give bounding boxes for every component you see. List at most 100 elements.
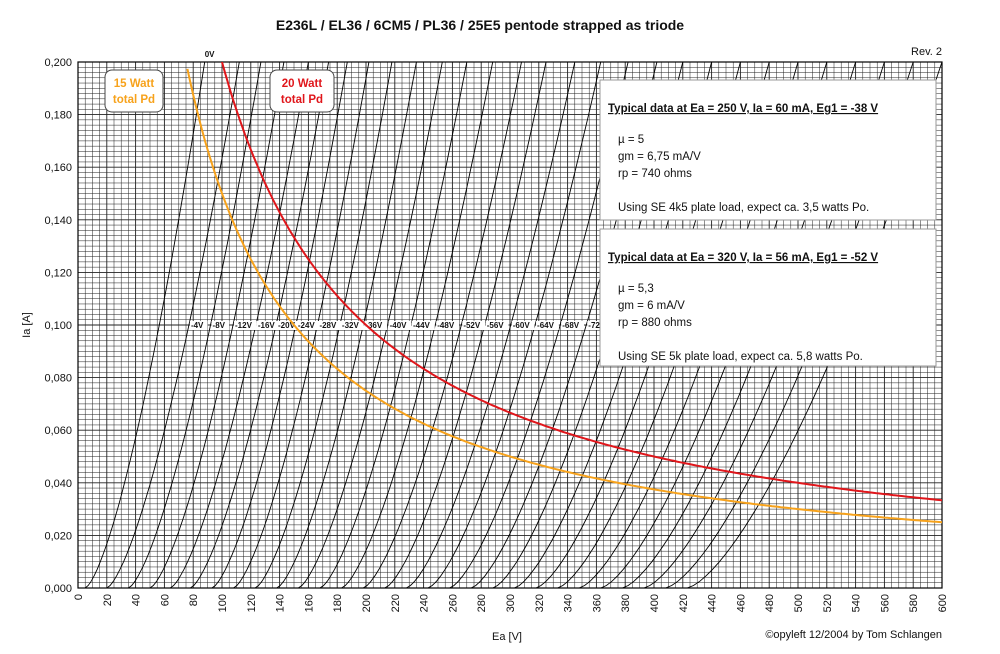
curve-label-bg: [436, 321, 460, 331]
x-tick-label: 240: [419, 594, 431, 612]
dissipation-curve: [221, 62, 942, 502]
curve-label: -36V: [365, 321, 383, 330]
curve-label-bg: [462, 321, 486, 331]
y-tick-label: 0,120: [44, 267, 72, 279]
x-tick-label: 580: [908, 594, 920, 612]
curve-label-bg: [296, 321, 320, 331]
curve-label-bg: [211, 321, 230, 331]
dissipation-label-box: [269, 69, 335, 113]
x-tick-label: 600: [937, 594, 949, 612]
curve-label: -52V: [463, 321, 481, 330]
curve-label-bg: [318, 321, 342, 331]
y-tick-label: 0,100: [44, 320, 72, 332]
typical-data-boxes: Typical data at Ea = 250 V, Ia = 60 mA, …: [599, 79, 937, 367]
x-tick-label: 180: [332, 594, 344, 612]
typical-data-box: [599, 79, 937, 221]
y-tick-label: 0,140: [44, 215, 72, 227]
x-tick-label: 540: [851, 594, 863, 612]
x-tick-label: 60: [159, 594, 171, 606]
y-tick-label: 0,160: [44, 162, 72, 174]
curve-label-bg: [277, 321, 300, 331]
x-tick-label: 460: [735, 594, 747, 612]
typical-data-note: Using SE 4k5 plate load, expect ca. 3,5 …: [618, 202, 869, 214]
typical-data-line: µ = 5,3: [618, 283, 654, 295]
x-tick-label: 200: [361, 594, 373, 612]
dissipation-label-pd: total Pd: [281, 94, 323, 106]
x-tick-label: 40: [131, 594, 143, 606]
dissipation-curves: [186, 62, 942, 524]
typical-data-heading: Typical data at Ea = 320 V, Ia = 56 mA, …: [608, 252, 878, 264]
curve-label: -24V: [298, 321, 316, 330]
curve-label-bg: [587, 321, 611, 331]
grid-voltage-curve: [149, 62, 285, 588]
grid-voltage-curve: [233, 62, 370, 588]
curve-label: -56V: [487, 321, 505, 330]
y-tick-label: 0,080: [44, 373, 72, 385]
curve-label: -16V: [258, 321, 276, 330]
curve-label-bg: [561, 321, 585, 331]
curve-label-bg: [388, 321, 412, 331]
curve-label: -4V: [191, 321, 204, 330]
grid-voltage-curve: [106, 62, 240, 588]
x-tick-label: 420: [678, 594, 690, 612]
grid-voltage-curve: [190, 62, 330, 588]
x-tick-label: 440: [707, 594, 719, 612]
y-tick-label: 0,040: [44, 478, 72, 490]
x-tick-label: 80: [188, 594, 200, 606]
grid-voltage-curve: [298, 62, 443, 588]
chart-title: E236L / EL36 / 6CM5 / PL36 / 25E5 pentod…: [276, 17, 684, 33]
x-tick-label: 160: [303, 594, 315, 612]
typical-data-line: µ = 5: [618, 134, 644, 146]
y-tick-label: 0,060: [44, 425, 72, 437]
curve-label-bg: [536, 321, 559, 331]
typical-data-note: Using SE 5k plate load, expect ca. 5,8 w…: [618, 351, 863, 363]
grid-voltage-curve: [254, 62, 393, 588]
dissipation-label-box: [104, 69, 164, 113]
x-tick-label: 340: [563, 594, 575, 612]
x-tick-label: 260: [447, 594, 459, 612]
typical-data-line: gm = 6 mA/V: [618, 300, 685, 312]
grid-voltage-curve: [319, 62, 468, 588]
x-tick-label: 20: [102, 594, 114, 606]
curve-label: -8V: [213, 321, 226, 330]
curve-label: -32V: [342, 321, 360, 330]
x-tick-label: 140: [275, 594, 287, 612]
curve-label: -60V: [513, 321, 531, 330]
x-tick-label: 120: [246, 594, 258, 612]
curve-label: -40V: [390, 321, 408, 330]
curve-label-bg: [364, 321, 388, 331]
x-tick-label: 300: [505, 594, 517, 612]
curve-label-bg: [203, 50, 217, 59]
dissipation-labels: 15 Watt total Pd 20 Watt total Pd: [104, 69, 335, 113]
grid-voltage-curve: [128, 62, 262, 588]
curve-label: -20V: [278, 321, 296, 330]
curve-label: -44V: [413, 321, 431, 330]
dissipation-label-watts: 15 Watt: [114, 78, 155, 90]
curve-label-bg: [256, 321, 280, 331]
grid-voltage-curve: [276, 62, 417, 588]
y-axis-label: Ia [A]: [21, 312, 33, 338]
typical-data-heading: Typical data at Ea = 250 V, Ia = 60 mA, …: [608, 103, 878, 115]
x-tick-label: 480: [764, 594, 776, 612]
x-tick-label: 320: [534, 594, 546, 612]
typical-data-line: rp = 740 ohms: [618, 168, 692, 180]
x-tick-label: 560: [879, 594, 891, 612]
revision-label: Rev. 2: [911, 46, 942, 58]
y-tick-label: 0,180: [44, 110, 72, 122]
x-tick-label: 520: [822, 594, 834, 612]
dissipation-curve: [186, 68, 942, 524]
grid-voltage-curve: [169, 62, 309, 588]
x-tick-label: 500: [793, 594, 805, 612]
curve-label: -68V: [562, 321, 580, 330]
typical-data-line: gm = 6,75 mA/V: [618, 151, 701, 163]
grid-voltage-curve: [211, 62, 348, 588]
dissipation-label-watts: 20 Watt: [282, 78, 323, 90]
curve-label-bg: [340, 321, 364, 331]
y-tick-label: 0,200: [44, 57, 72, 69]
x-tick-label: 380: [620, 594, 632, 612]
x-tick-label: 220: [390, 594, 402, 612]
grid-voltage-curve: [449, 62, 629, 588]
curve-label: -12V: [235, 321, 253, 330]
x-tick-label: 360: [591, 594, 603, 612]
